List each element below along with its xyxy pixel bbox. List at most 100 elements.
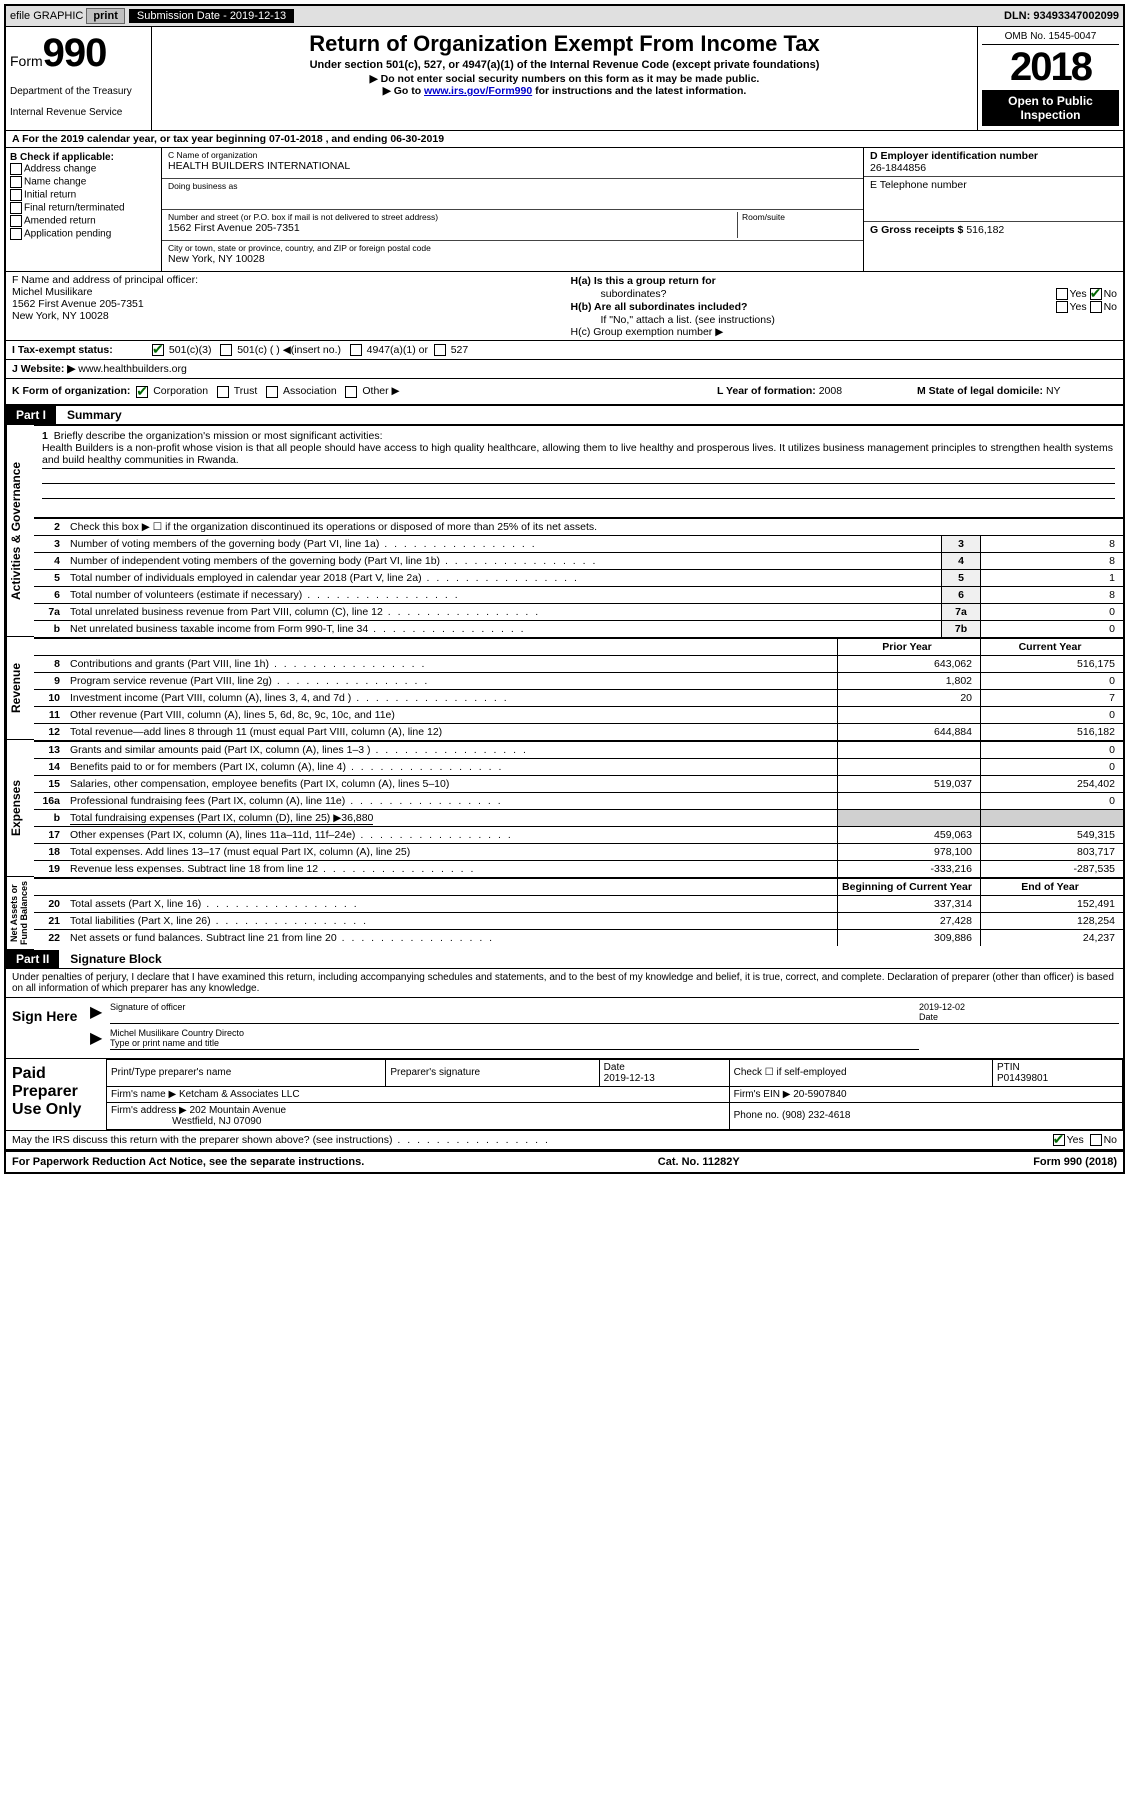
- city-row: City or town, state or province, country…: [162, 241, 863, 271]
- sig-officer-row: ▶ Signature of officer 2019-12-02Date: [90, 1002, 1119, 1024]
- mission-text: Health Builders is a non-profit whose vi…: [42, 442, 1115, 469]
- cb-name-change[interactable]: Name change: [10, 176, 157, 188]
- ha-yes-cb[interactable]: [1056, 288, 1068, 300]
- org-name-label: C Name of organization: [168, 150, 857, 160]
- goto-prefix: ▶ Go to: [383, 85, 424, 97]
- box-h: H(a) Is this a group return for subordin…: [565, 272, 1124, 340]
- line-19: 19Revenue less expenses. Subtract line 1…: [34, 860, 1123, 877]
- efile-label: efile GRAPHIC: [10, 10, 83, 22]
- box-b: B Check if applicable: Address change Na…: [6, 148, 161, 271]
- hc-line: H(c) Group exemption number ▶: [571, 326, 1118, 338]
- hb-no-cb[interactable]: [1090, 301, 1102, 313]
- blank-line-2: [42, 484, 1115, 499]
- l-box: L Year of formation: 2008: [717, 385, 917, 397]
- ha-no-cb[interactable]: [1090, 288, 1102, 300]
- line-21: 21Total liabilities (Part X, line 26)27,…: [34, 912, 1123, 929]
- gross-value: 516,182: [966, 224, 1004, 236]
- cb-501c3[interactable]: [152, 344, 164, 356]
- part1-title: Summary: [59, 408, 122, 422]
- j-url: www.healthbuilders.org: [78, 363, 187, 375]
- print-button[interactable]: print: [86, 8, 124, 24]
- vert-revenue: Revenue: [6, 637, 34, 740]
- m-box: M State of legal domicile: NY: [917, 385, 1117, 397]
- city-value: New York, NY 10028: [168, 253, 857, 265]
- cb-amended-return[interactable]: Amended return: [10, 215, 157, 227]
- expenses-section: 13Grants and similar amounts paid (Part …: [34, 740, 1123, 877]
- firm-addr-row: Firm's address ▶ 202 Mountain Avenue Wes…: [107, 1102, 730, 1129]
- addr-row: Number and street (or P.O. box if mail i…: [162, 210, 863, 241]
- cb-corp[interactable]: [136, 386, 148, 398]
- preparer-name-label: Print/Type preparer's name: [107, 1059, 386, 1086]
- cb-application-pending[interactable]: Application pending: [10, 228, 157, 240]
- firm-phone-row: Phone no. (908) 232-4618: [729, 1102, 1122, 1129]
- hb-yes-cb[interactable]: [1056, 301, 1068, 313]
- discuss-yes-cb[interactable]: [1053, 1134, 1065, 1146]
- k-box: K Form of organization: Corporation Trus…: [12, 385, 717, 397]
- footer-mid: Cat. No. 11282Y: [658, 1156, 740, 1168]
- footer-left: For Paperwork Reduction Act Notice, see …: [12, 1156, 364, 1168]
- cb-other[interactable]: [345, 386, 357, 398]
- part2-badge: Part II: [6, 950, 59, 968]
- col-cd: C Name of organization HEALTH BUILDERS I…: [161, 148, 1123, 271]
- line-4: 4Number of independent voting members of…: [34, 552, 1123, 569]
- footer-right: Form 990 (2018): [1033, 1156, 1117, 1168]
- cb-initial-return[interactable]: Initial return: [10, 189, 157, 201]
- line-22: 22Net assets or fund balances. Subtract …: [34, 929, 1123, 946]
- cb-501c[interactable]: [220, 344, 232, 356]
- discuss-no-cb[interactable]: [1090, 1134, 1102, 1146]
- net-assets-section: Beginning of Current YearEnd of Year 20T…: [34, 877, 1123, 950]
- city-label: City or town, state or province, country…: [168, 243, 857, 253]
- line-8: 8Contributions and grants (Part VIII, li…: [34, 655, 1123, 672]
- declaration-text: Under penalties of perjury, I declare th…: [6, 969, 1123, 997]
- sig-date: 2019-12-02Date: [919, 1002, 1119, 1024]
- gross-label: G Gross receipts $: [870, 224, 963, 236]
- mission-box: 1 Briefly describe the organization's mi…: [34, 426, 1123, 518]
- governance-section: 1 Briefly describe the organization's mi…: [34, 425, 1123, 637]
- row-j: J Website: ▶ www.healthbuilders.org: [6, 360, 1123, 379]
- room-label: Room/suite: [737, 212, 857, 238]
- ein-row: D Employer identification number 26-1844…: [864, 148, 1123, 177]
- revenue-section: Prior YearCurrent Year 8Contributions an…: [34, 637, 1123, 740]
- submission-date-box: Submission Date - 2019-12-13: [129, 9, 294, 23]
- org-name: HEALTH BUILDERS INTERNATIONAL: [168, 160, 857, 172]
- tax-year: 2018: [982, 45, 1119, 90]
- k-label: K Form of organization:: [12, 385, 130, 397]
- box-f: F Name and address of principal officer:…: [6, 272, 565, 340]
- ha-line: H(a) Is this a group return for: [571, 275, 1118, 287]
- cb-trust[interactable]: [217, 386, 229, 398]
- cb-527[interactable]: [434, 344, 446, 356]
- line-17: 17Other expenses (Part IX, column (A), l…: [34, 826, 1123, 843]
- net-assets-table: Beginning of Current YearEnd of Year 20T…: [34, 878, 1123, 946]
- inspection-line2: Inspection: [984, 108, 1117, 122]
- irs-link[interactable]: www.irs.gov/Form990: [424, 85, 532, 97]
- cb-final-return[interactable]: Final return/terminated: [10, 202, 157, 214]
- cb-assoc[interactable]: [266, 386, 278, 398]
- line-2: 2Check this box ▶ ☐ if the organization …: [34, 518, 1123, 535]
- blank-line-3: [42, 499, 1115, 513]
- part1-badge: Part I: [6, 406, 56, 424]
- sig-name-row: ▶ Michel Musilikare Country DirectoType …: [90, 1028, 1119, 1050]
- form-subtitle: Under section 501(c), 527, or 4947(a)(1)…: [156, 59, 973, 71]
- submission-date-label: Submission Date: [137, 10, 220, 22]
- cb-4947[interactable]: [350, 344, 362, 356]
- preparer-date: Date2019-12-13: [599, 1059, 729, 1086]
- hb-note: If "No," attach a list. (see instruction…: [571, 314, 1118, 326]
- vert-expenses: Expenses: [6, 740, 34, 877]
- goto-note: ▶ Go to www.irs.gov/Form990 for instruct…: [156, 85, 973, 97]
- form-header: Form990 Department of the Treasury Inter…: [6, 27, 1123, 131]
- line-10: 10Investment income (Part VIII, column (…: [34, 689, 1123, 706]
- line-16b: bTotal fundraising expenses (Part IX, co…: [34, 809, 1123, 826]
- box-c: C Name of organization HEALTH BUILDERS I…: [162, 148, 863, 271]
- line-6: 6Total number of volunteers (estimate if…: [34, 586, 1123, 603]
- sig-officer-label: Signature of officer: [110, 1002, 919, 1024]
- line-15: 15Salaries, other compensation, employee…: [34, 775, 1123, 792]
- phone-label: E Telephone number: [870, 179, 1117, 191]
- summary-body: Activities & Governance 1 Briefly descri…: [6, 425, 1123, 950]
- line-20: 20Total assets (Part X, line 16)337,3141…: [34, 895, 1123, 912]
- mission-num: 1: [42, 430, 48, 442]
- inspection-box: Open to Public Inspection: [982, 90, 1119, 126]
- cb-address-change[interactable]: Address change: [10, 163, 157, 175]
- box-b-label: B Check if applicable:: [10, 152, 157, 163]
- top-bar: efile GRAPHIC print Submission Date - 20…: [6, 6, 1123, 27]
- addr-value: 1562 First Avenue 205-7351: [168, 222, 737, 234]
